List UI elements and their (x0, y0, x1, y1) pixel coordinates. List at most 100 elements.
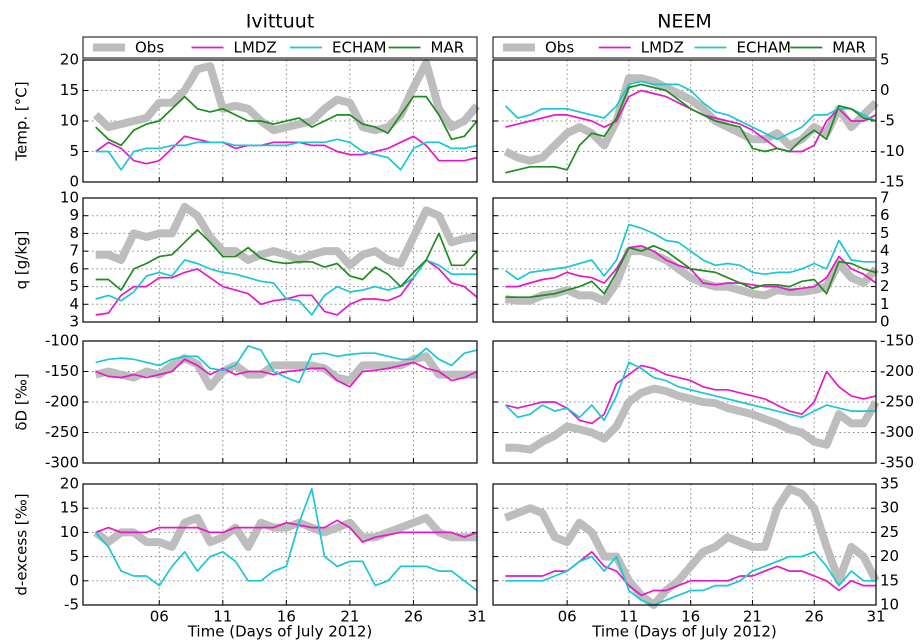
y-tick-label: 20 (60, 51, 79, 69)
legend-label: Obs (135, 39, 164, 57)
y-tick-label: 0 (880, 313, 890, 331)
y-tick-label: 5 (69, 142, 79, 160)
x-tick-label: 16 (681, 608, 700, 626)
x-tick-label: 26 (805, 608, 824, 626)
y-tick-label: -10 (880, 142, 905, 160)
series-line (95, 95, 478, 147)
y-tick-label: -100 (45, 332, 79, 350)
plot-frame (82, 197, 478, 323)
y-tick-label: 10 (60, 112, 79, 130)
y-tick-label: 4 (880, 242, 890, 260)
x-axis-label: Time (Days of July 2012) (591, 623, 777, 641)
legend-box (82, 36, 478, 59)
y-tick-label: 15 (880, 571, 899, 589)
series-line (95, 259, 477, 316)
series-line (504, 80, 877, 141)
series-line (92, 59, 481, 135)
y-tick-label: 30 (880, 499, 899, 517)
series-line (504, 223, 876, 281)
y-tick-label: -350 (880, 454, 914, 472)
legend-label: MAR (431, 39, 465, 57)
y-tick-label: 5 (880, 51, 890, 69)
y-tick-label: -15 (880, 173, 905, 191)
legend-label: LMDZ (641, 39, 684, 57)
y-tick-label: -300 (45, 454, 79, 472)
series-line (95, 135, 478, 165)
x-tick-label: 06 (150, 608, 169, 626)
series-line (95, 358, 478, 388)
series-line (505, 384, 880, 454)
legend-label: ECHAM (737, 39, 791, 57)
y-axis-label: q [g/kg] (13, 231, 31, 290)
y-tick-label: 25 (880, 523, 899, 541)
series-line (95, 202, 478, 270)
y-tick-label: -200 (45, 393, 79, 411)
y-tick-label: 20 (880, 547, 899, 565)
series-line (503, 484, 880, 609)
series-line (504, 361, 876, 422)
y-tick-label: 35 (880, 475, 899, 493)
legend-label: MAR (832, 39, 866, 57)
legend-box (492, 36, 877, 59)
y-tick-label: 3 (880, 259, 890, 277)
x-tick-label: 16 (277, 608, 296, 626)
y-axis-label: Temp. [°C] (13, 81, 31, 161)
x-tick-label: 06 (558, 608, 577, 626)
x-tick-label: 21 (340, 608, 359, 626)
legend-label: LMDZ (234, 39, 277, 57)
y-tick-label: 0 (69, 173, 79, 191)
y-tick-label: 7 (880, 189, 890, 207)
y-tick-label: 1 (880, 295, 890, 313)
series-line (95, 345, 478, 384)
y-tick-label: 10 (60, 189, 79, 207)
x-tick-label: 31 (866, 608, 885, 626)
series-line (505, 364, 877, 425)
y-tick-label: 10 (880, 596, 899, 614)
y-tick-label: -300 (880, 423, 914, 441)
plot-frame (82, 483, 478, 606)
plot-frame (82, 59, 478, 183)
y-tick-label: 5 (69, 547, 79, 565)
x-tick-label: 11 (619, 608, 638, 626)
series-line (95, 138, 478, 171)
y-tick-label: -200 (880, 362, 914, 380)
y-tick-label: -5 (880, 112, 895, 130)
plot-frame (82, 340, 478, 464)
series-line (95, 229, 478, 291)
y-tick-label: -250 (45, 423, 79, 441)
series-line (93, 513, 477, 551)
chart-title: Ivittuut (246, 11, 315, 33)
y-tick-label: -150 (45, 362, 79, 380)
y-tick-label: 9 (69, 206, 79, 224)
y-tick-label: -5 (64, 596, 79, 614)
y-tick-label: -150 (880, 332, 914, 350)
plot-frame (492, 483, 877, 606)
plot-frame (492, 59, 877, 183)
x-tick-label: 21 (743, 608, 762, 626)
x-axis-label: Time (Days of July 2012) (187, 623, 373, 641)
series-line (95, 519, 478, 543)
y-tick-label: 20 (60, 475, 79, 493)
y-tick-label: 7 (69, 242, 79, 260)
chart-title: NEEM (657, 11, 712, 33)
series-line (505, 83, 877, 174)
series-line (505, 244, 877, 299)
x-tick-label: 26 (404, 608, 423, 626)
y-tick-label: 5 (69, 277, 79, 295)
y-tick-label: 3 (69, 313, 79, 331)
y-tick-label: 8 (69, 224, 79, 242)
y-axis-label: δD [‰] (13, 373, 31, 430)
plot-frame (492, 340, 877, 464)
legend-label: Obs (545, 39, 574, 57)
series-line (503, 74, 879, 165)
plot-frame (492, 197, 877, 323)
y-tick-label: 2 (880, 277, 890, 295)
series-line (505, 550, 876, 606)
y-tick-label: 15 (60, 81, 79, 99)
y-axis-label: d-excess [‰] (13, 493, 31, 595)
x-tick-label: 31 (467, 608, 486, 626)
y-tick-label: 10 (60, 523, 79, 541)
y-tick-label: 15 (60, 499, 79, 517)
y-tick-label: 4 (69, 295, 79, 313)
